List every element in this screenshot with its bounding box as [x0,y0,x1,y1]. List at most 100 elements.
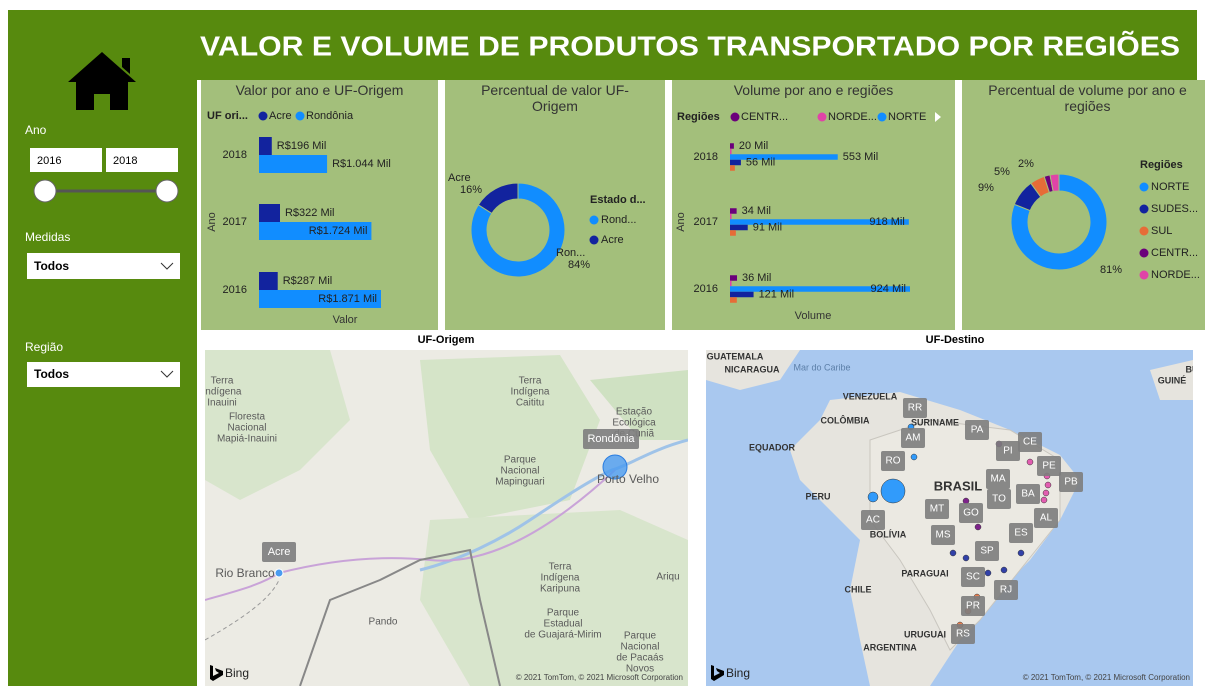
bubble[interactable] [1017,549,1025,557]
bar [730,154,838,160]
map-title: UF-Destino [926,334,985,346]
legend-dot [258,111,268,121]
bar [259,222,372,240]
home-icon[interactable] [68,52,136,110]
map-label: Parque [624,631,657,642]
map-label: de Guajará-Mirim [524,630,601,641]
ano-label: Ano [25,123,47,137]
map-label: BU [1186,364,1199,374]
bar [730,224,748,231]
bing-logo [711,665,724,681]
bubble[interactable] [880,478,906,504]
bar [730,297,737,303]
data-label: 56 Mil [746,156,775,168]
legend-title: Estado d... [590,194,646,206]
map-title: UF-Origem [418,334,475,346]
bubble-label: RS [956,629,970,640]
regiao-dropdown[interactable] [27,362,180,387]
map-label: Ecológica [612,418,656,429]
bubble[interactable] [274,568,284,578]
legend-label: CENTR... [741,111,788,123]
bubble-label: AM [906,433,921,444]
legend-label: NORTE [1151,181,1189,193]
bubble[interactable] [602,454,628,480]
map-label: Terra [549,562,572,573]
legend-label: SUL [1151,225,1172,237]
ano-end-box[interactable] [106,148,178,172]
bubble[interactable] [910,453,918,461]
bar [730,148,732,155]
map-origem[interactable]: TerraIndígenaInauiniFlorestaNacionalMapi… [203,350,688,686]
map-label: Floresta [229,412,266,423]
bar [730,219,909,225]
slice [470,182,566,278]
map-label: Parque [504,455,537,466]
bubble[interactable] [867,491,879,503]
copyright: © 2021 TomTom, © 2021 Microsoft Corporat… [516,673,683,682]
data-label: 34 Mil [742,205,771,217]
bubble[interactable] [1000,566,1008,574]
slice [1010,173,1108,271]
data-label: R$196 Mil [277,140,327,152]
copyright: © 2021 TomTom, © 2021 Microsoft Corporat… [1023,673,1190,682]
ano-start-box[interactable] [30,148,102,172]
medidas-value: Todos [34,259,69,273]
bar [259,155,328,173]
chevron [160,262,174,270]
map-label: de Pacaás [616,653,663,664]
legend-dot [1139,182,1149,192]
map-label: GUATEMALA [707,351,764,361]
slider-handle[interactable] [33,179,57,203]
bar [259,137,272,155]
medidas-dropdown[interactable] [27,253,180,279]
bubble[interactable] [1026,458,1034,466]
bubble-label: RJ [1000,585,1012,596]
bar [730,143,734,149]
data-label: 2% [1018,158,1034,170]
bubble-label-box [925,499,949,519]
bubble-label: RO [886,456,901,467]
legend-label: Acre [269,110,292,122]
bubble[interactable] [974,523,982,531]
data-label: 121 Mil [759,288,794,300]
bubble-label: MT [930,504,944,515]
bubble-label: PE [1042,461,1056,472]
data-label: 91 Mil [753,221,782,233]
map-label: Nacional [228,423,267,434]
map-label: SURINAME [911,417,959,427]
map-label: Nacional [621,642,660,653]
bubble[interactable] [984,569,992,577]
data-label: 918 Mil [869,216,904,228]
bar [730,159,741,166]
bubble-label-box [961,567,985,587]
legend-dot [589,235,599,245]
bubble[interactable] [1042,489,1050,497]
data-label: R$1.871 Mil [318,293,377,305]
bubble[interactable] [1040,496,1048,504]
slice-category: Acre [448,172,471,184]
bubble-label-box [961,596,985,616]
data-label: 81% [1100,264,1122,276]
legend-dot [1139,226,1149,236]
bubble-label: PB [1064,477,1078,488]
bubble[interactable] [962,554,970,562]
attribution: Bing [225,666,249,680]
page-title: VALOR E VOLUME DE PRODUTOS TRANSPORTADO … [200,30,1180,61]
legend-title: Regiões [677,111,720,123]
bubble[interactable] [1044,481,1052,489]
bubble[interactable] [949,549,957,557]
bubble-label-box [951,624,975,644]
slider-handle[interactable] [155,179,179,203]
bubble-label: CE [1023,437,1037,448]
slice [1049,173,1060,193]
bar [730,275,738,281]
map-label: URUGUAI [904,629,946,639]
category-label: 2018 [694,151,718,163]
map-label: Parque [547,608,580,619]
category-label: 2017 [223,216,247,228]
data-label: 553 Mil [843,151,878,163]
map-label: VENEZUELA [843,391,898,401]
map-label: Indígena [511,387,550,398]
bar [730,230,736,236]
